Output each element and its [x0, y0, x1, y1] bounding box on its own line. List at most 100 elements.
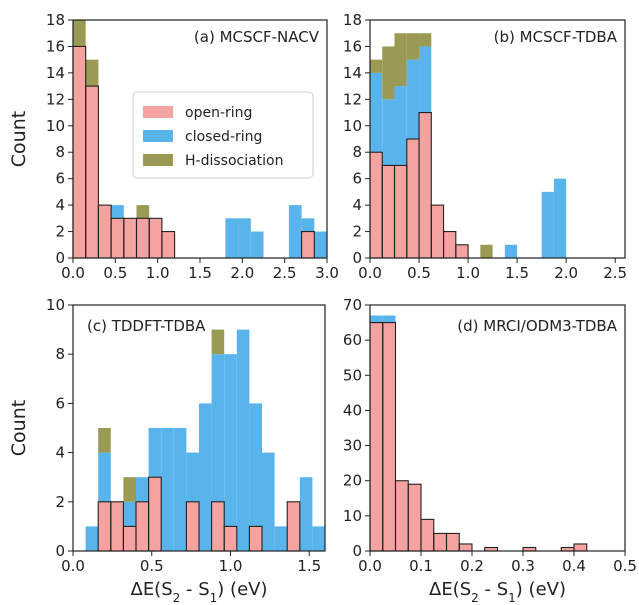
histogram-bar-open: [98, 205, 112, 258]
histogram-bar-open: [395, 480, 409, 551]
y-tick-label: 2: [55, 223, 65, 241]
legend-box: [132, 91, 314, 179]
y-tick-label: 8: [55, 345, 65, 363]
histogram-bar-hdis: [211, 329, 225, 355]
y-tick-label: 50: [343, 366, 362, 384]
x-tick-label: 0.5: [103, 264, 127, 282]
histogram-bar-open: [484, 547, 498, 551]
y-tick-label: 10: [343, 507, 362, 525]
y-tick-label: 12: [343, 90, 362, 108]
axes-frame: [369, 304, 626, 552]
panel-title: (a) MCSCF-NACV: [194, 28, 320, 46]
legend-swatch: [143, 154, 173, 166]
x-tick-label: 2.0: [230, 264, 254, 282]
histogram-bar-closed: [85, 526, 99, 551]
y-tick-label: 14: [343, 64, 362, 82]
histogram-bar-closed: [249, 403, 262, 527]
histogram-bar-closed: [419, 46, 432, 113]
y-tick-label: 6: [55, 170, 65, 188]
histogram-bar-open: [455, 244, 469, 258]
histogram-bar-closed: [111, 205, 124, 219]
histogram-bar-hdis: [406, 33, 420, 60]
histogram-bar-closed: [136, 477, 149, 502]
legend-swatch: [143, 130, 173, 142]
histogram-bar-open: [382, 165, 395, 258]
y-tick-label: 70: [343, 296, 362, 314]
histogram-bar-open: [148, 477, 162, 551]
legend-swatch: [143, 106, 173, 118]
histogram-bar-open: [136, 218, 150, 258]
x-tick-label: 0.1: [409, 557, 433, 575]
histogram-bar-open: [110, 501, 124, 551]
histogram-bar-open: [394, 165, 407, 258]
histogram-bar-closed: [250, 231, 264, 258]
histogram-bar-hdis: [382, 46, 395, 100]
histogram-bar-closed: [211, 354, 225, 502]
histogram-bar-open: [111, 218, 124, 258]
y-tick-label: 2: [352, 223, 362, 241]
legend-entry-label: open-ring: [185, 105, 252, 121]
histogram-bar-hdis: [73, 20, 86, 47]
histogram-bar-closed: [312, 526, 325, 551]
histogram-bar-closed: [553, 178, 567, 258]
histogram-bar-hdis: [98, 428, 111, 453]
histogram-bar-closed: [301, 218, 315, 232]
histogram-bar-open: [446, 533, 460, 551]
histogram-bar-closed: [274, 526, 288, 551]
y-tick-label: 0: [352, 542, 362, 560]
x-tick-label: 1.5: [188, 264, 212, 282]
y-tick-label: 6: [352, 170, 362, 188]
histogram-bar-open: [136, 501, 149, 551]
y-tick-label: 40: [343, 401, 362, 419]
histogram-bar-closed: [299, 477, 313, 551]
y-tick-label: 8: [352, 143, 362, 161]
histogram-bar-closed: [161, 428, 174, 551]
histogram-bar-closed: [370, 315, 383, 323]
histogram-bar-open: [149, 218, 162, 258]
x-tick-label: 0.2: [460, 557, 484, 575]
y-tick-label: 6: [55, 394, 65, 412]
x-tick-label: 0.5: [613, 557, 637, 575]
chart-panel-2: 0.0 0.5 1.0 1.5 2.0 2.5 0 2 4 6 8 10 12 14 16 18 (b) MCS…: [343, 11, 627, 282]
y-tick-label: 4: [352, 196, 362, 214]
histogram-bar-hdis: [123, 477, 136, 502]
histogram-bar-hdis: [419, 33, 432, 47]
x-tick-label: 0.0: [358, 264, 382, 282]
y-tick-label: 12: [46, 90, 65, 108]
x-tick-label: 2.5: [273, 264, 297, 282]
histogram-bar-open: [408, 484, 421, 551]
x-tick-label: 0.0: [61, 264, 85, 282]
panel-title: (b) MCSCF-TDBA: [494, 28, 618, 46]
histogram-bar-open: [123, 218, 137, 258]
histogram-bar-closed: [314, 231, 327, 258]
histogram-bar-open: [370, 322, 383, 551]
y-tick-label: 30: [343, 437, 362, 455]
axes-frame: [369, 19, 626, 259]
histogram-bar-closed: [541, 191, 554, 258]
legend-entry-label: closed-ring: [185, 129, 262, 145]
histogram-bar-open: [433, 533, 447, 551]
histogram-bar-closed: [288, 205, 302, 258]
histogram-bar-open: [186, 501, 199, 551]
histogram-bar-closed: [225, 218, 239, 258]
y-tick-label: 18: [343, 11, 362, 29]
y-tick-label: 10: [46, 117, 65, 135]
histogram-bar-open: [431, 205, 444, 258]
histogram-bar-closed: [236, 329, 250, 551]
histogram-bar-open: [419, 112, 432, 258]
histogram-bar-open: [421, 519, 434, 551]
histogram-bar-closed: [382, 315, 396, 323]
histogram-bar-closed: [370, 72, 383, 153]
histogram-bar-closed: [262, 452, 275, 551]
histogram-bar-open: [249, 526, 262, 551]
y-tick-label: 0: [352, 249, 362, 267]
histogram-bar-open: [443, 231, 456, 258]
histogram-bar-open: [370, 152, 383, 258]
chart-panel-4: 0.0 0.1 0.2 0.3 0.4 0.5 0 10 20 30 40 50 60 70 (d) MRC…: [343, 296, 637, 605]
y-tick-label: 16: [46, 37, 65, 55]
histogram-bar-closed: [394, 86, 407, 166]
histogram-bar-closed: [406, 59, 420, 139]
histogram-bar-open: [224, 526, 237, 551]
x-tick-label: 1.5: [297, 557, 321, 575]
